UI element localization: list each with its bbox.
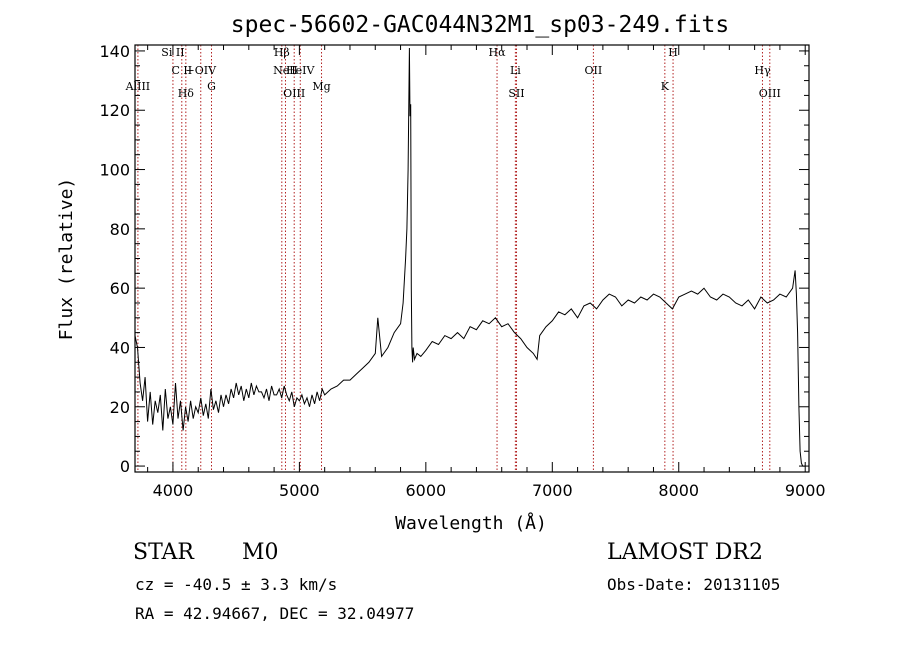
spectral-line-label: OIII xyxy=(283,87,305,100)
spectral-class: STAR xyxy=(133,540,194,565)
spectral-line-label: Hδ xyxy=(178,87,195,100)
y-axis-label: Flux (relative) xyxy=(56,178,77,341)
spectrum-line xyxy=(134,47,806,467)
chart-title: spec-56602-GAC044N32M1_sp03-249.fits xyxy=(231,12,730,38)
spectral-line-label: +OIV xyxy=(185,64,217,77)
y-tick-label: 120 xyxy=(99,101,130,120)
y-tick-label: 80 xyxy=(110,220,130,239)
spectral-line-label: K xyxy=(661,80,670,93)
coordinates: RA = 42.94667, DEC = 32.04977 xyxy=(135,604,415,623)
spectral-line-label: OIII xyxy=(759,87,781,100)
y-tick-label: 20 xyxy=(110,398,130,417)
x-tick-label: 9000 xyxy=(785,481,826,500)
redshift-value: cz = -40.5 ± 3.3 km/s xyxy=(135,575,338,594)
x-axis-ticks: 4000 5000 6000 7000 8000 9000 xyxy=(147,45,826,500)
x-tick-label: 4000 xyxy=(153,481,194,500)
x-tick-label: 5000 xyxy=(279,481,320,500)
spectral-line-label: C II xyxy=(171,64,192,77)
spectral-subclass: M0 xyxy=(242,540,279,565)
spectral-line-label: Hγ xyxy=(754,64,771,77)
x-tick-label: 8000 xyxy=(658,481,699,500)
spectral-line-label: Li xyxy=(510,64,521,77)
y-tick-label: 60 xyxy=(110,279,130,298)
spectral-line-markers xyxy=(137,45,771,472)
spectral-line-label: H xyxy=(668,46,678,59)
spectral-line-label: G xyxy=(207,80,216,93)
spectral-line-label: NeII xyxy=(273,64,298,77)
plot-frame xyxy=(134,44,810,473)
y-axis-ticks: 0 20 40 60 80 100 120 140 xyxy=(99,42,809,476)
x-tick-label: 6000 xyxy=(405,481,446,500)
spectral-line-label: AlIII xyxy=(125,80,151,93)
x-axis-label: Wavelength (Å) xyxy=(395,512,547,534)
y-tick-label: 40 xyxy=(110,338,130,357)
x-tick-label: 7000 xyxy=(532,481,573,500)
spectral-line-label: HeIV xyxy=(286,64,315,77)
observation-date: Obs-Date: 20131105 xyxy=(607,575,781,594)
spectral-line-label: SII xyxy=(508,87,524,100)
spectral-line-label: Mg xyxy=(312,80,330,93)
y-tick-label: 0 xyxy=(120,457,130,476)
spectral-line-label: Hα xyxy=(489,46,507,59)
y-tick-label: 140 xyxy=(99,42,130,61)
y-tick-label: 100 xyxy=(99,161,130,180)
survey-name: LAMOST DR2 xyxy=(607,540,763,565)
spectral-line-label: OII xyxy=(585,64,603,77)
spectral-line-label: Hβ xyxy=(274,46,290,59)
